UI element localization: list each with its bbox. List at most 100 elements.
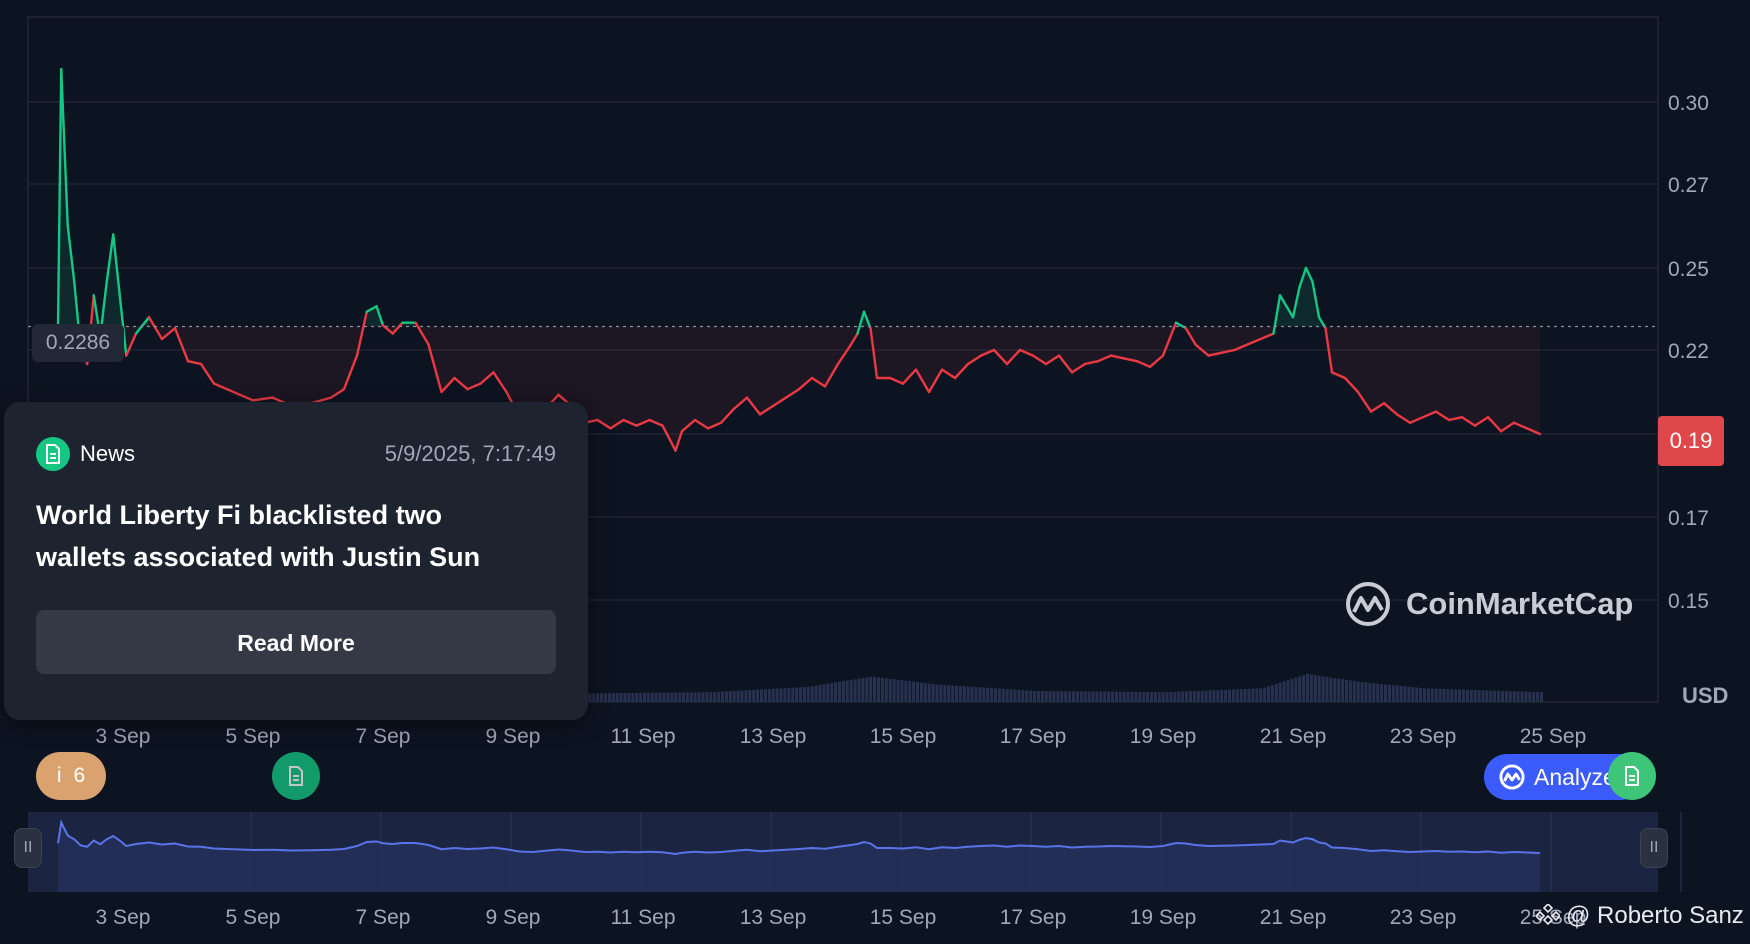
volume-bar (1485, 690, 1489, 702)
navigator-line (57, 819, 1541, 856)
price-segment-down (414, 321, 430, 346)
volume-bar (635, 692, 639, 702)
price-segment-down (1460, 416, 1477, 427)
volume-bar (896, 679, 900, 702)
price-segment-down (1109, 354, 1126, 360)
price-segment-up (365, 305, 378, 313)
volume-bar (670, 692, 674, 702)
info-event-marker[interactable]: i 6 (36, 752, 106, 800)
volume-bar (1099, 691, 1103, 702)
volume-bar (1313, 675, 1317, 702)
news-event-marker[interactable] (1608, 752, 1656, 800)
volume-bar (1532, 691, 1536, 702)
volume-bar (888, 678, 892, 702)
x-tick-label: 15 Sep (870, 725, 937, 748)
x-tick-label: 9 Sep (486, 725, 541, 748)
volume-bar (791, 687, 795, 702)
price-segment-down (479, 371, 495, 385)
volume-bar (1352, 681, 1356, 702)
volume-bar (1009, 689, 1013, 702)
price-segment-up (112, 233, 121, 297)
volume-bar (1029, 690, 1033, 702)
area-below-reference (331, 326, 344, 398)
volume-bar (869, 676, 873, 702)
cmc-logo-icon (1499, 764, 1525, 790)
volume-bar (1040, 690, 1044, 702)
price-segment-down (758, 404, 775, 416)
volume-bar (951, 685, 955, 702)
volume-bar (962, 686, 966, 702)
volume-bar (1134, 691, 1138, 702)
volume-bar (1036, 690, 1040, 702)
volume-bar (845, 680, 849, 702)
volume-bar (1263, 687, 1267, 702)
binance-logo-icon (1536, 904, 1560, 926)
area-below-reference (1033, 326, 1046, 364)
volume-bar (1325, 676, 1329, 702)
price-segment-up (1291, 285, 1301, 319)
navigator-tick-label: 13 Sep (740, 906, 807, 929)
price-segment-up (60, 67, 69, 228)
volume-bar (643, 692, 646, 702)
area-below-reference (610, 326, 624, 429)
volume-bar (966, 686, 970, 702)
volume-bar (1442, 688, 1446, 702)
area-below-reference (1436, 326, 1449, 420)
volume-bar (919, 682, 923, 702)
area-below-reference (1221, 326, 1235, 353)
volume-bar (802, 687, 806, 702)
area-below-reference (682, 326, 695, 432)
navigator-right-handle[interactable]: II (1640, 828, 1668, 868)
price-segment-down (1369, 402, 1386, 413)
read-more-button[interactable]: Read More (36, 610, 556, 674)
volume-bar (1356, 681, 1360, 702)
price-segment-down (440, 376, 456, 394)
volume-bar (947, 685, 951, 702)
volume-bar (1114, 691, 1118, 702)
area-below-reference (1124, 326, 1137, 362)
volume-bar (1048, 691, 1052, 702)
volume-bar (1118, 691, 1122, 702)
navigator-tick-label: 3 Sep (96, 906, 151, 929)
news-event-marker[interactable] (272, 752, 320, 800)
volume-bar (1231, 689, 1235, 702)
price-segment-down (661, 424, 677, 452)
navigator-tick-label: 7 Sep (356, 906, 411, 929)
area-below-reference (201, 326, 214, 384)
price-segment-down (173, 326, 190, 363)
x-tick-label: 3 Sep (96, 725, 151, 748)
area-below-reference (1195, 326, 1209, 356)
price-segment-down (199, 362, 216, 385)
news-headline[interactable]: World Liberty Fi blacklisted two wallets… (36, 500, 481, 572)
price-segment-down (342, 354, 359, 391)
volume-bar (1337, 678, 1341, 702)
volume-bar (740, 690, 744, 702)
area-above-reference (1306, 268, 1313, 327)
volume-bar (1450, 689, 1454, 702)
area-below-reference (506, 326, 520, 418)
price-segment-down (1408, 416, 1425, 424)
volume-bar (1286, 680, 1290, 702)
volume-bar (1501, 690, 1504, 702)
volume-bar (990, 688, 994, 702)
x-tick-label: 19 Sep (1130, 725, 1197, 748)
price-segment-down (888, 376, 905, 385)
volume-bar (1341, 679, 1345, 702)
navigator-left-handle[interactable]: II (14, 828, 42, 868)
price-segment-down (1356, 390, 1373, 413)
price-segment-down (381, 324, 394, 335)
volume-bar (1153, 692, 1157, 702)
x-tick-label: 23 Sep (1390, 725, 1457, 748)
volume-bar (1477, 690, 1481, 702)
price-segment-down (355, 310, 368, 357)
volume-bar (1290, 678, 1294, 702)
volume-bar (1524, 691, 1528, 702)
volume-bar (1462, 689, 1465, 702)
x-tick-label: 21 Sep (1260, 725, 1327, 748)
info-count: 6 (73, 764, 86, 787)
price-segment-down (1057, 354, 1074, 374)
price-segment-up (1174, 321, 1187, 330)
volume-bar (1079, 691, 1083, 702)
price-segment-up (1304, 266, 1314, 283)
